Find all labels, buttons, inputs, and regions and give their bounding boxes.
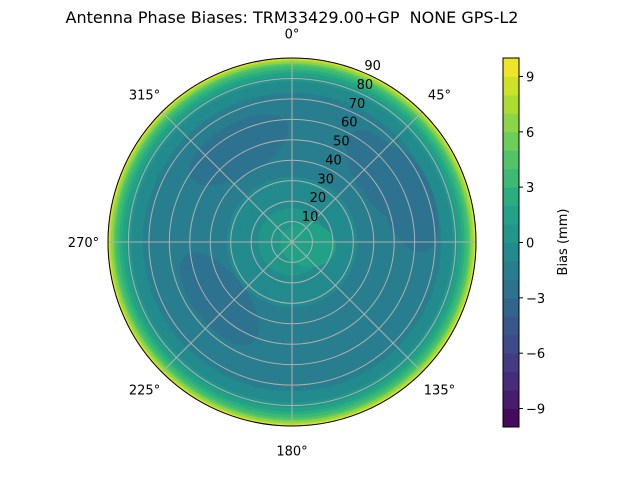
colorbar-level (503, 187, 519, 207)
colorbar-level (503, 76, 519, 96)
colorbar-level (503, 297, 519, 317)
angular-gridline (291, 111, 423, 243)
chart-title: Antenna Phase Biases: TRM33429.00+GP NON… (66, 8, 519, 27)
colorbar-level (503, 279, 519, 299)
colorbar-level (503, 408, 519, 428)
angular-tick-label: 45° (428, 89, 451, 104)
angular-gridline (161, 241, 293, 373)
contour-anomaly (189, 114, 289, 186)
colorbar-level (503, 316, 519, 336)
radial-tick-label: 90 (364, 59, 381, 74)
colorbar-level (503, 224, 519, 243)
colorbar: −9 −6 −3 0 3 6 9 (489, 52, 549, 433)
radial-tick-label: 40 (325, 153, 342, 168)
angular-gridline (291, 241, 423, 373)
colorbar-tick-label: −9 (526, 403, 545, 418)
radial-tick-label: 30 (317, 172, 334, 187)
radial-tick-label: 10 (302, 210, 319, 225)
radial-tick-label: 80 (357, 78, 374, 93)
contour-anomaly (280, 222, 336, 268)
colorbar-tick-label: 3 (526, 181, 534, 196)
colorbar-tick-label: 6 (526, 126, 534, 141)
radial-tick-label: 70 (349, 97, 366, 112)
colorbar-level (503, 353, 519, 373)
radial-tick-labels: 10 20 30 40 50 60 70 80 90 (302, 59, 381, 225)
colorbar-level (503, 260, 519, 280)
colorbar-tick-label: 9 (526, 70, 534, 85)
radial-tick-label: 50 (333, 135, 350, 150)
colorbar-level (503, 371, 519, 391)
colorbar-level (503, 131, 519, 151)
colorbar-level (503, 94, 519, 114)
contour-anomaly (179, 252, 260, 345)
colorbar-level (503, 58, 519, 77)
colorbar-level (503, 390, 519, 410)
colorbar-label: Bias (mm) (556, 209, 571, 276)
colorbar-level (503, 334, 519, 354)
angular-gridline (161, 111, 293, 243)
colorbar-level (503, 242, 519, 262)
colorbar-level (503, 150, 519, 170)
angular-tick-label: 225° (129, 383, 160, 398)
colorbar-level (503, 113, 519, 133)
polar-grid (107, 57, 477, 427)
polar-frame (107, 57, 477, 427)
angular-tick-label: 180° (276, 445, 307, 460)
angular-tick-label: 0° (285, 27, 300, 42)
angular-tick-label: 270° (68, 236, 99, 251)
angular-tick-label: 135° (424, 383, 455, 398)
colorbar-tick-label: 0 (526, 237, 534, 252)
radial-tick-label: 20 (310, 191, 327, 206)
colorbar-level (503, 205, 519, 225)
colorbar-tick-label: −3 (526, 292, 545, 307)
colorbar-level (503, 168, 519, 188)
radial-tick-label: 60 (341, 116, 358, 131)
colorbar-tick-label: −6 (526, 347, 545, 362)
angular-tick-label: 315° (129, 89, 160, 104)
